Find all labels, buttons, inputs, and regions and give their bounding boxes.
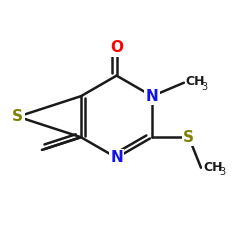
Text: O: O xyxy=(110,40,123,55)
Text: 3: 3 xyxy=(219,167,225,177)
Text: N: N xyxy=(110,150,123,165)
Text: 3: 3 xyxy=(202,82,208,92)
Text: S: S xyxy=(12,109,23,124)
Text: N: N xyxy=(146,89,158,104)
Text: S: S xyxy=(183,130,194,145)
Text: CH: CH xyxy=(203,160,222,173)
Text: CH: CH xyxy=(186,76,205,88)
